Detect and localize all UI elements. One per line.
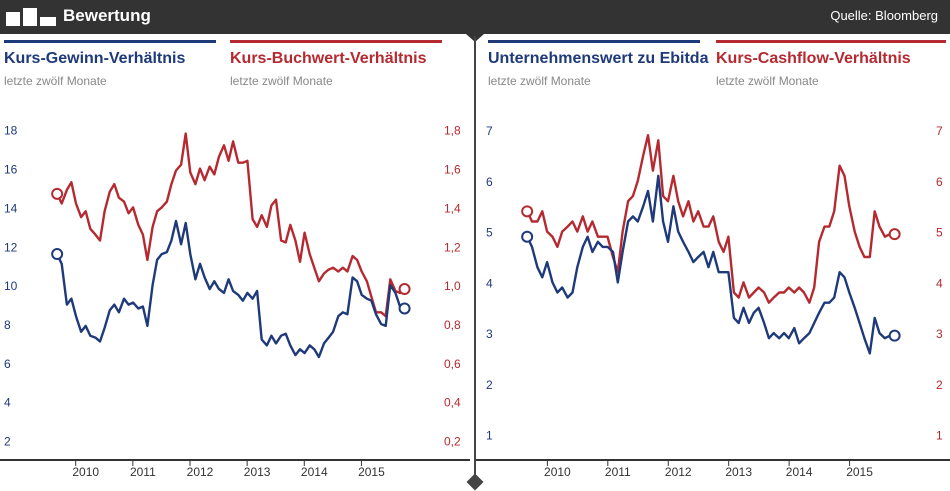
left-axis-label: 6 <box>4 357 11 371</box>
x-tick-label: 2013 <box>725 465 752 479</box>
chart1-right-title: Kurs-Buchwert-Verhältnis <box>230 50 427 67</box>
chart2-right-title: Kurs-Cashflow-Verhältnis <box>716 50 911 67</box>
x-tick-label: 2015 <box>846 465 873 479</box>
right-axis-label: 1,6 <box>444 163 461 177</box>
x-tick-label: 2011 <box>130 465 156 479</box>
series-end-point <box>888 329 901 342</box>
left-axis-label: 8 <box>4 318 11 332</box>
chart2-right-subtitle: letzte zwölf Monate <box>716 74 819 88</box>
panel-divider <box>474 36 476 476</box>
right-axis-label: 2 <box>936 378 943 392</box>
left-axis-label: 1 <box>486 429 493 443</box>
right-axis-label: 0,8 <box>444 318 461 332</box>
left-axis-label: 12 <box>4 240 18 254</box>
left-axis-label: 16 <box>4 163 18 177</box>
x-tick-label: 2010 <box>544 465 571 479</box>
left-axis-label: 18 <box>4 124 18 138</box>
right-axis-label: 1 <box>936 429 943 443</box>
right-axis-label: 1,4 <box>444 201 461 215</box>
left-axis-label: 2 <box>486 378 493 392</box>
series-line-blue <box>526 174 895 355</box>
left-axis-label: 4 <box>486 276 493 290</box>
series-end-point <box>888 228 901 241</box>
left-axis-label: 3 <box>486 327 493 341</box>
right-axis-label: 6 <box>936 175 943 189</box>
right-axis-label: 3 <box>936 327 943 341</box>
chart-pe-pb: 2010 2011 2012 2013 2014 2015 2 4 6 8 10 12 14 16 18 0,… <box>0 124 470 479</box>
series-end-point <box>398 283 411 296</box>
left-axis-label: 6 <box>486 175 493 189</box>
left-series-bar <box>4 40 216 43</box>
left-series-bar-2 <box>488 40 700 43</box>
left-axis-label: 7 <box>486 124 493 138</box>
x-tick-label: 2012 <box>187 465 214 479</box>
x-tick-label: 2012 <box>665 465 692 479</box>
bar-logo-icon <box>6 8 58 26</box>
series-start-point <box>521 230 534 243</box>
series-start-point <box>521 205 534 218</box>
x-tick-label: 2015 <box>358 465 385 479</box>
series-line-red <box>56 132 406 318</box>
right-axis-label: 0,2 <box>444 435 461 449</box>
left-axis-label: 5 <box>486 226 493 240</box>
series-line-blue <box>56 219 406 359</box>
right-axis-label: 0,6 <box>444 357 461 371</box>
right-series-bar-2 <box>716 40 946 43</box>
x-tick-label: 2014 <box>786 465 813 479</box>
left-axis-label: 4 <box>4 396 11 410</box>
right-axis-label: 0,4 <box>444 396 461 410</box>
chart-ev-pcf: 2010 2011 2012 2013 2014 2015 1 2 3 4 5 6 7 1 2 3 4 5 6 7 <box>476 124 950 479</box>
right-axis-label: 7 <box>936 124 943 138</box>
left-axis-label: 2 <box>4 435 11 449</box>
chart1-right-subtitle: letzte zwölf Monate <box>230 74 333 88</box>
right-series-bar <box>230 40 442 43</box>
right-axis-label: 1,0 <box>444 279 461 293</box>
left-axis-label: 10 <box>4 279 18 293</box>
right-axis-label: 1,2 <box>444 240 461 254</box>
chart1-left-title: Kurs-Gewinn-Verhältnis <box>4 50 186 67</box>
x-tick-label: 2014 <box>301 465 328 479</box>
series-start-point <box>51 187 64 200</box>
x-tick-label: 2011 <box>605 465 631 479</box>
page-title: Bewertung <box>63 6 151 25</box>
source-label: Quelle: Bloomberg <box>830 8 938 23</box>
chart2-left-subtitle: letzte zwölf Monate <box>488 74 591 88</box>
chart1-left-subtitle: letzte zwölf Monate <box>4 74 107 88</box>
x-tick-label: 2010 <box>72 465 99 479</box>
right-axis-label: 4 <box>936 276 943 290</box>
series-end-point <box>398 302 411 315</box>
series-start-point <box>51 248 64 261</box>
header-bar: Bewertung Quelle: Bloomberg <box>0 0 950 34</box>
right-axis-label: 5 <box>936 226 943 240</box>
chart2-left-title: Unternehmenswert zu Ebitda <box>488 50 709 67</box>
series-line-red <box>526 133 895 304</box>
right-axis-label: 1,8 <box>444 124 461 138</box>
x-tick-label: 2013 <box>244 465 271 479</box>
left-axis-label: 14 <box>4 201 18 215</box>
